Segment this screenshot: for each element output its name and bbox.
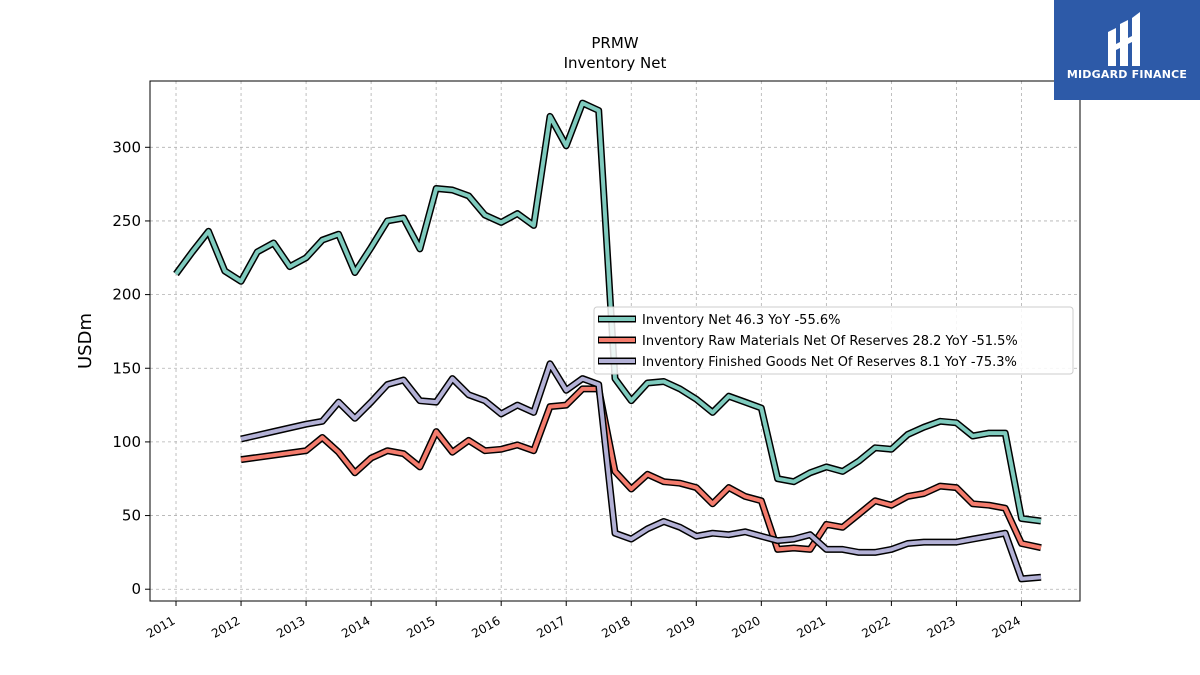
y-tick-label: 200 [112, 286, 141, 304]
y-tick-label: 50 [122, 507, 141, 525]
legend-entry-label: Inventory Net 46.3 YoY -55.6% [642, 313, 841, 328]
logo-mark-icon [1108, 12, 1140, 66]
x-tick-label: 2014 [339, 613, 372, 640]
x-tick-label: 2019 [664, 613, 697, 640]
logo-text: MIDGARD FINANCE [1066, 68, 1188, 81]
y-tick-label: 0 [131, 580, 141, 598]
y-tick-label: 100 [112, 433, 141, 451]
chart-subtitle: Inventory Net [564, 54, 667, 72]
y-tick-label: 150 [112, 359, 141, 377]
x-tick-label: 2020 [729, 613, 762, 640]
chart-title: PRMW [591, 34, 638, 52]
x-tick-label: 2016 [469, 613, 502, 640]
legend-box [593, 306, 1074, 375]
y-tick-label: 250 [112, 212, 141, 230]
legend-entry-label: Inventory Raw Materials Net Of Reserves … [642, 334, 1018, 349]
series-line-1 [174, 101, 1042, 523]
series-line-2 [240, 386, 1042, 552]
x-tick-label: 2024 [990, 613, 1023, 640]
series-lines [173, 99, 1042, 583]
y-axis-ticks: 0 50 100 150 200 250 300 [112, 138, 150, 598]
x-tick-label: 2017 [534, 613, 567, 640]
x-tick-label: 2012 [209, 613, 242, 640]
x-tick-label: 2013 [274, 613, 307, 640]
x-tick-label: 2022 [859, 613, 892, 640]
legend: Inventory Net 46.3 YoY -55.6% Inventory R… [593, 306, 1074, 375]
x-tick-label: 2023 [924, 613, 957, 640]
legend-entry-label: Inventory Finished Goods Net Of Reserves… [642, 355, 1017, 370]
y-tick-label: 300 [112, 138, 141, 156]
y-axis-label: USDm [75, 313, 96, 369]
series-line-3 [240, 361, 1042, 581]
x-tick-label: 2018 [599, 613, 632, 640]
brand-logo: MIDGARD FINANCE [1054, 0, 1200, 100]
plot-frame [149, 80, 1081, 602]
x-tick-label: 2021 [794, 613, 827, 640]
x-tick-label: 2011 [144, 613, 177, 640]
x-tick-label: 2015 [404, 613, 437, 640]
x-axis-ticks: 2011 2012 2013 2014 2015 2016 2017 2018 2019 2020… [144, 601, 1023, 641]
